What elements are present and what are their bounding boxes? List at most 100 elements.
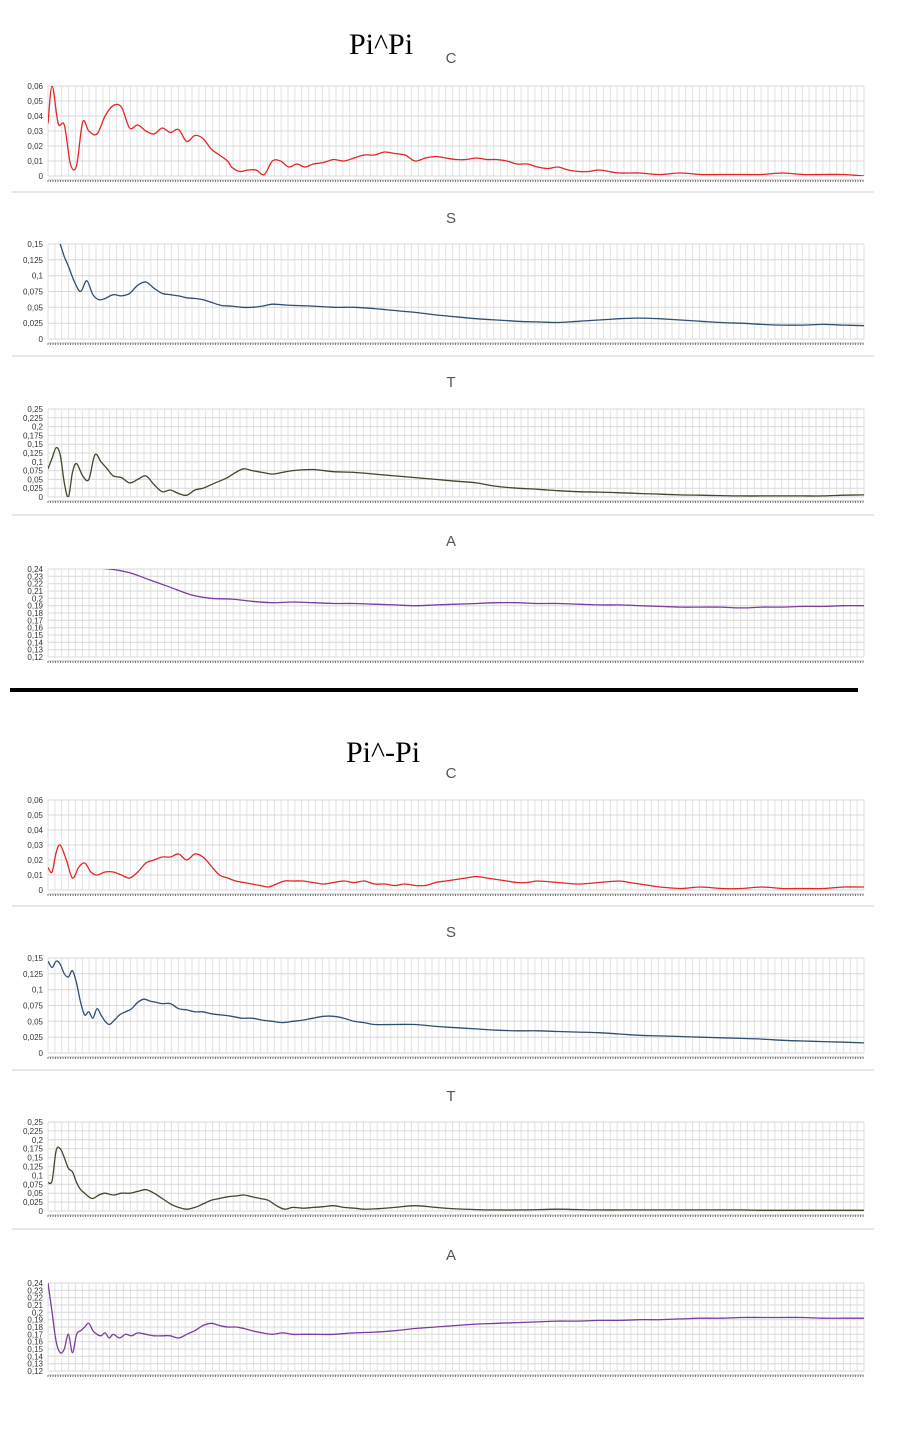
series-line-c	[48, 86, 864, 176]
y-tick-label: 0,1	[32, 1171, 44, 1180]
y-tick-label: 0,1	[32, 272, 44, 281]
y-tick-label: 0,13	[27, 646, 43, 655]
y-tick-label: 0,05	[27, 303, 43, 312]
y-tick-label: 0,025	[23, 1198, 44, 1207]
y-tick-label: 0,22	[27, 580, 43, 589]
y-tick-label: 0	[39, 335, 44, 344]
y-tick-label: 0,175	[23, 431, 44, 440]
y-tick-label: 0,23	[27, 572, 43, 581]
y-tick-label: 0,02	[27, 856, 43, 865]
y-tick-label: 0,21	[27, 587, 43, 596]
chart-panel-a: A 0,120,130,140,150,160,170,180,190,20,21…	[27, 1247, 865, 1377]
y-tick-label: 0	[39, 172, 44, 181]
chart-title-a: A	[446, 1247, 456, 1264]
y-tick-label: 0,23	[27, 1286, 43, 1295]
section-title-pi-pi: Pi^Pi	[349, 28, 413, 61]
y-tick-label: 0,24	[27, 1279, 43, 1288]
y-tick-label: 0	[39, 1049, 44, 1058]
y-tick-label: 0,19	[27, 1316, 43, 1325]
y-tick-label: 0	[39, 1207, 44, 1216]
y-tick-label: 0,125	[23, 256, 44, 265]
y-tick-label: 0,13	[27, 1360, 43, 1369]
y-tick-label: 0,17	[27, 616, 43, 625]
series-line-a	[48, 1283, 864, 1354]
series-line-a	[102, 569, 864, 609]
y-tick-label: 0,25	[27, 1118, 43, 1127]
y-tick-label: 0,12	[27, 653, 43, 662]
y-tick-label: 0,125	[23, 449, 44, 458]
y-tick-label: 0,225	[23, 1127, 44, 1136]
y-tick-label: 0,04	[27, 112, 43, 121]
section-title-pi-minus-pi: Pi^-Pi	[346, 736, 420, 769]
y-tick-label: 0,075	[23, 1002, 44, 1011]
y-tick-label: 0,12	[27, 1367, 43, 1376]
y-tick-label: 0,05	[27, 475, 43, 484]
series-line-s	[59, 244, 864, 327]
chart-title-t: T	[446, 374, 455, 391]
y-tick-label: 0,05	[27, 97, 43, 106]
chart-panel-s: S 0 0,025 0,05 0,075 0,1 0,125 0,15	[12, 210, 874, 357]
y-tick-label: 0,18	[27, 609, 43, 618]
chart-title-s: S	[446, 924, 456, 941]
y-tick-label: 0,15	[27, 1154, 43, 1163]
y-tick-label: 0,15	[27, 631, 43, 640]
chart-title-a: A	[446, 533, 456, 550]
y-tick-label: 0,16	[27, 1338, 43, 1347]
y-tick-label: 0,22	[27, 1294, 43, 1303]
y-tick-label: 0,05	[27, 1017, 43, 1026]
y-tick-label: 0,075	[23, 467, 44, 476]
y-tick-label: 0,1	[32, 458, 44, 467]
y-tick-label: 0,02	[27, 142, 43, 151]
series-line-t	[48, 446, 864, 497]
y-tick-label: 0,1	[32, 986, 44, 995]
y-tick-label: 0,17	[27, 1330, 43, 1339]
series-line-c	[48, 844, 864, 890]
y-tick-label: 0,2	[32, 1308, 44, 1317]
y-tick-label: 0,19	[27, 602, 43, 611]
y-tick-label: 0,01	[27, 157, 43, 166]
y-tick-label: 0,03	[27, 127, 43, 136]
y-tick-label: 0,06	[27, 82, 43, 91]
series-line-s	[48, 960, 864, 1044]
y-tick-label: 0,15	[27, 954, 43, 963]
y-tick-label: 0,225	[23, 414, 44, 423]
y-tick-label: 0,21	[27, 1301, 43, 1310]
chart-title-c: C	[446, 765, 457, 782]
y-tick-label: 0,14	[27, 638, 43, 647]
y-tick-label: 0,25	[27, 405, 43, 414]
y-tick-label: 0,125	[23, 1163, 44, 1172]
y-tick-label: 0,03	[27, 841, 43, 850]
chart-title-t: T	[446, 1088, 455, 1105]
y-tick-label: 0,2	[32, 423, 44, 432]
y-tick-label: 0,15	[27, 1345, 43, 1354]
y-tick-label: 0,05	[27, 811, 43, 820]
y-tick-label: 0,01	[27, 871, 43, 880]
y-tick-label: 0,175	[23, 1145, 44, 1154]
y-tick-label: 0	[39, 886, 44, 895]
y-tick-label: 0,18	[27, 1323, 43, 1332]
chart-panel-c: C 0 0,01 0,02 0,03 0,04 0,05 0,06	[12, 50, 874, 193]
chart-panel-c: C 0 0,01 0,02 0,03 0,04 0,05 0,06	[12, 765, 874, 907]
y-tick-label: 0,04	[27, 826, 43, 835]
y-tick-label: 0,125	[23, 970, 44, 979]
y-tick-label: 0,075	[23, 288, 44, 297]
y-tick-label: 0,16	[27, 624, 43, 633]
series-line-t	[48, 1146, 864, 1211]
chart-title-c: C	[446, 50, 457, 67]
y-tick-label: 0	[39, 493, 44, 502]
y-tick-label: 0,14	[27, 1352, 43, 1361]
y-tick-label: 0,2	[32, 1136, 44, 1145]
y-tick-label: 0,2	[32, 594, 44, 603]
y-tick-label: 0,24	[27, 565, 43, 574]
y-tick-label: 0,025	[23, 484, 44, 493]
y-tick-label: 0,05	[27, 1189, 43, 1198]
y-tick-label: 0,15	[27, 240, 43, 249]
chart-panel-t: T 00,0250,050,0750,10,1250,150,1750,20,22…	[12, 1088, 874, 1230]
y-tick-label: 0,15	[27, 440, 43, 449]
chart-panel-a: A 0,120,130,140,150,160,170,180,190,20,21…	[27, 533, 865, 663]
chart-panel-s: S 0 0,025 0,05 0,075 0,1 0,125 0,15	[12, 924, 874, 1071]
chart-title-s: S	[446, 210, 456, 227]
y-tick-label: 0,06	[27, 796, 43, 805]
chart-panel-t: T 00,0250,050,0750,10,1250,150,1750,20,22…	[12, 374, 874, 516]
y-tick-label: 0,075	[23, 1180, 44, 1189]
